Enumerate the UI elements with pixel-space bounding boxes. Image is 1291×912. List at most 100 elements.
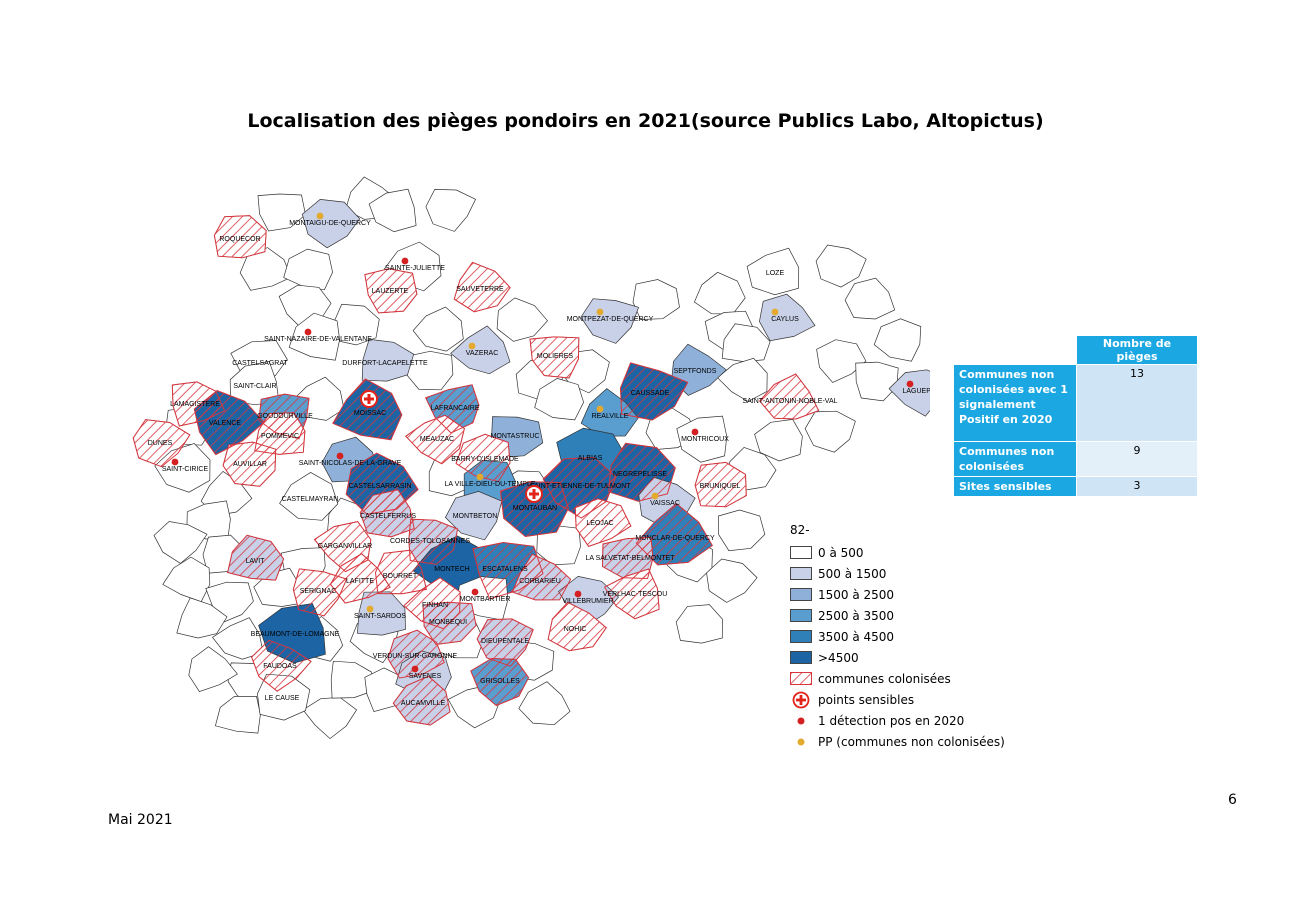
legend-swatch bbox=[790, 630, 812, 643]
commune-label: LA VILLE-DIEU-DU-TEMPLE bbox=[444, 481, 535, 488]
map-legend: 82- 0 à 500 500 à 1500 1500 à 2500 2500 … bbox=[790, 523, 1005, 752]
commune-label: BOURRET bbox=[383, 573, 418, 580]
colonised-hatch bbox=[547, 601, 607, 652]
commune-label: VALENCE bbox=[209, 420, 241, 427]
commune-area bbox=[412, 306, 464, 352]
hatch-swatch bbox=[790, 672, 812, 685]
commune-label: LAMAGISTERE bbox=[170, 401, 220, 408]
commune-area bbox=[706, 558, 758, 603]
commune-label: BARRY-D'ISLEMADE bbox=[451, 456, 519, 463]
commune-label: LOZE bbox=[766, 270, 785, 277]
colonised-hatch bbox=[603, 568, 660, 620]
legend-label: 1 détection pos en 2020 bbox=[818, 713, 965, 728]
commune-area bbox=[816, 339, 867, 383]
commune-label: CAYLUS bbox=[771, 316, 799, 323]
commune-label: SAINTE-JULIETTE bbox=[385, 265, 445, 272]
legend-swatch bbox=[790, 546, 812, 559]
commune-area bbox=[283, 248, 333, 291]
detection-dot bbox=[336, 452, 344, 460]
commune-label: BEAUMONT-DE-LOMAGNE bbox=[251, 631, 340, 638]
commune-label: SAINT-NICOLAS-DE-LA-GRAVE bbox=[299, 460, 402, 467]
commune-area bbox=[718, 509, 766, 552]
commune-label: GARGANVILLAR bbox=[318, 543, 372, 550]
commune-label: DUNES bbox=[148, 440, 173, 447]
commune-label: MONCLAR-DE-QUERCY bbox=[635, 535, 715, 542]
commune-label: VAZERAC bbox=[466, 350, 499, 357]
commune-area bbox=[496, 297, 548, 342]
detection-dot bbox=[411, 665, 419, 673]
pp-dot bbox=[651, 492, 659, 500]
commune-label: MONTBETON bbox=[453, 513, 498, 520]
commune-area bbox=[288, 312, 340, 361]
commune-label: LAUZERTE bbox=[372, 288, 409, 295]
commune-area bbox=[368, 188, 417, 233]
commune-label: DURFORT-LACAPELETTE bbox=[342, 360, 428, 367]
commune-label: MONBEQUI bbox=[429, 619, 467, 626]
commune-area bbox=[176, 597, 228, 639]
colonised-hatch bbox=[422, 601, 477, 646]
colonised-hatch bbox=[392, 675, 451, 726]
pp-dot bbox=[476, 473, 484, 481]
legend-label: >4500 bbox=[818, 650, 859, 665]
colonised-hatch bbox=[408, 518, 459, 565]
commune-area bbox=[844, 277, 896, 320]
commune-area bbox=[580, 298, 640, 344]
legend-item: 3500 à 4500 bbox=[790, 626, 1005, 647]
legend-item: PP (communes non colonisées) bbox=[790, 731, 1005, 752]
row-value: 13 bbox=[1076, 364, 1198, 442]
commune-label: NEGREPELISSE bbox=[613, 471, 667, 478]
colonised-hatch bbox=[601, 536, 654, 580]
commune-label: VERLHAC-TESCOU bbox=[603, 591, 668, 598]
commune-area bbox=[693, 271, 746, 315]
footer-date: Mai 2021 bbox=[108, 812, 173, 828]
commune-label: LAFITTE bbox=[346, 578, 374, 585]
commune-area bbox=[534, 378, 584, 421]
sensitive-point-icon bbox=[525, 485, 543, 503]
detection-dot bbox=[304, 328, 312, 336]
colonised-hatch bbox=[635, 502, 713, 566]
legend-label: communes colonisées bbox=[818, 671, 951, 686]
colonised-hatch bbox=[132, 419, 191, 468]
commune-area bbox=[675, 604, 723, 644]
legend-label: 3500 à 4500 bbox=[818, 629, 895, 644]
commune-label: MOLIERES bbox=[537, 353, 574, 360]
table-header: Nombre de pièges bbox=[1076, 335, 1198, 365]
commune-label: ESCATALENS bbox=[482, 566, 528, 573]
legend-item: >4500 bbox=[790, 647, 1005, 668]
commune-label: MONTAUBAN bbox=[513, 505, 557, 512]
commune-area bbox=[333, 303, 380, 346]
colonised-hatch bbox=[619, 362, 689, 421]
commune-area bbox=[444, 491, 503, 541]
commune-area bbox=[855, 361, 899, 402]
commune-label: SAINT-ANTONIN-NOBLE-VAL bbox=[742, 398, 837, 405]
commune-label: LEOJAC bbox=[586, 520, 613, 527]
department-map: MONTAIGU-DE-QUERCY ROQUECOR SAINTE-JULIETT… bbox=[132, 176, 930, 740]
colonised-hatch bbox=[227, 534, 285, 581]
commune-label: MEAUZAC bbox=[420, 436, 454, 443]
colonised-hatch bbox=[574, 498, 632, 547]
commune-area bbox=[162, 556, 211, 603]
commune-area bbox=[257, 193, 306, 232]
pp-dot-icon bbox=[797, 738, 805, 745]
commune-label: VERDUN-SUR-GARONNE bbox=[373, 653, 458, 660]
colonised-hatch bbox=[387, 629, 445, 679]
commune-label: ROQUECOR bbox=[219, 236, 260, 243]
commune-area bbox=[153, 521, 208, 564]
commune-label: LA SALVETAT-BELMONTET bbox=[585, 555, 675, 562]
detection-dot bbox=[691, 428, 699, 436]
table-row: Sites sensibles 3 bbox=[953, 476, 1198, 497]
commune-label: FAUDOAS bbox=[263, 663, 297, 670]
colonised-hatch bbox=[499, 481, 569, 538]
commune-label: MOISSAC bbox=[354, 410, 386, 417]
commune-label: GRISOLLES bbox=[480, 678, 520, 685]
commune-area bbox=[754, 419, 803, 462]
colonised-hatch bbox=[359, 489, 415, 538]
legend-item: communes colonisées bbox=[790, 668, 1005, 689]
row-value: 9 bbox=[1076, 441, 1198, 477]
commune-label: MONTAIGU-DE-QUERCY bbox=[289, 220, 371, 227]
detection-dot bbox=[906, 380, 914, 388]
colonised-hatch bbox=[193, 390, 265, 456]
pp-dot bbox=[596, 405, 604, 413]
colonised-hatch bbox=[405, 414, 465, 465]
commune-label: BRUNIQUEL bbox=[700, 483, 741, 490]
